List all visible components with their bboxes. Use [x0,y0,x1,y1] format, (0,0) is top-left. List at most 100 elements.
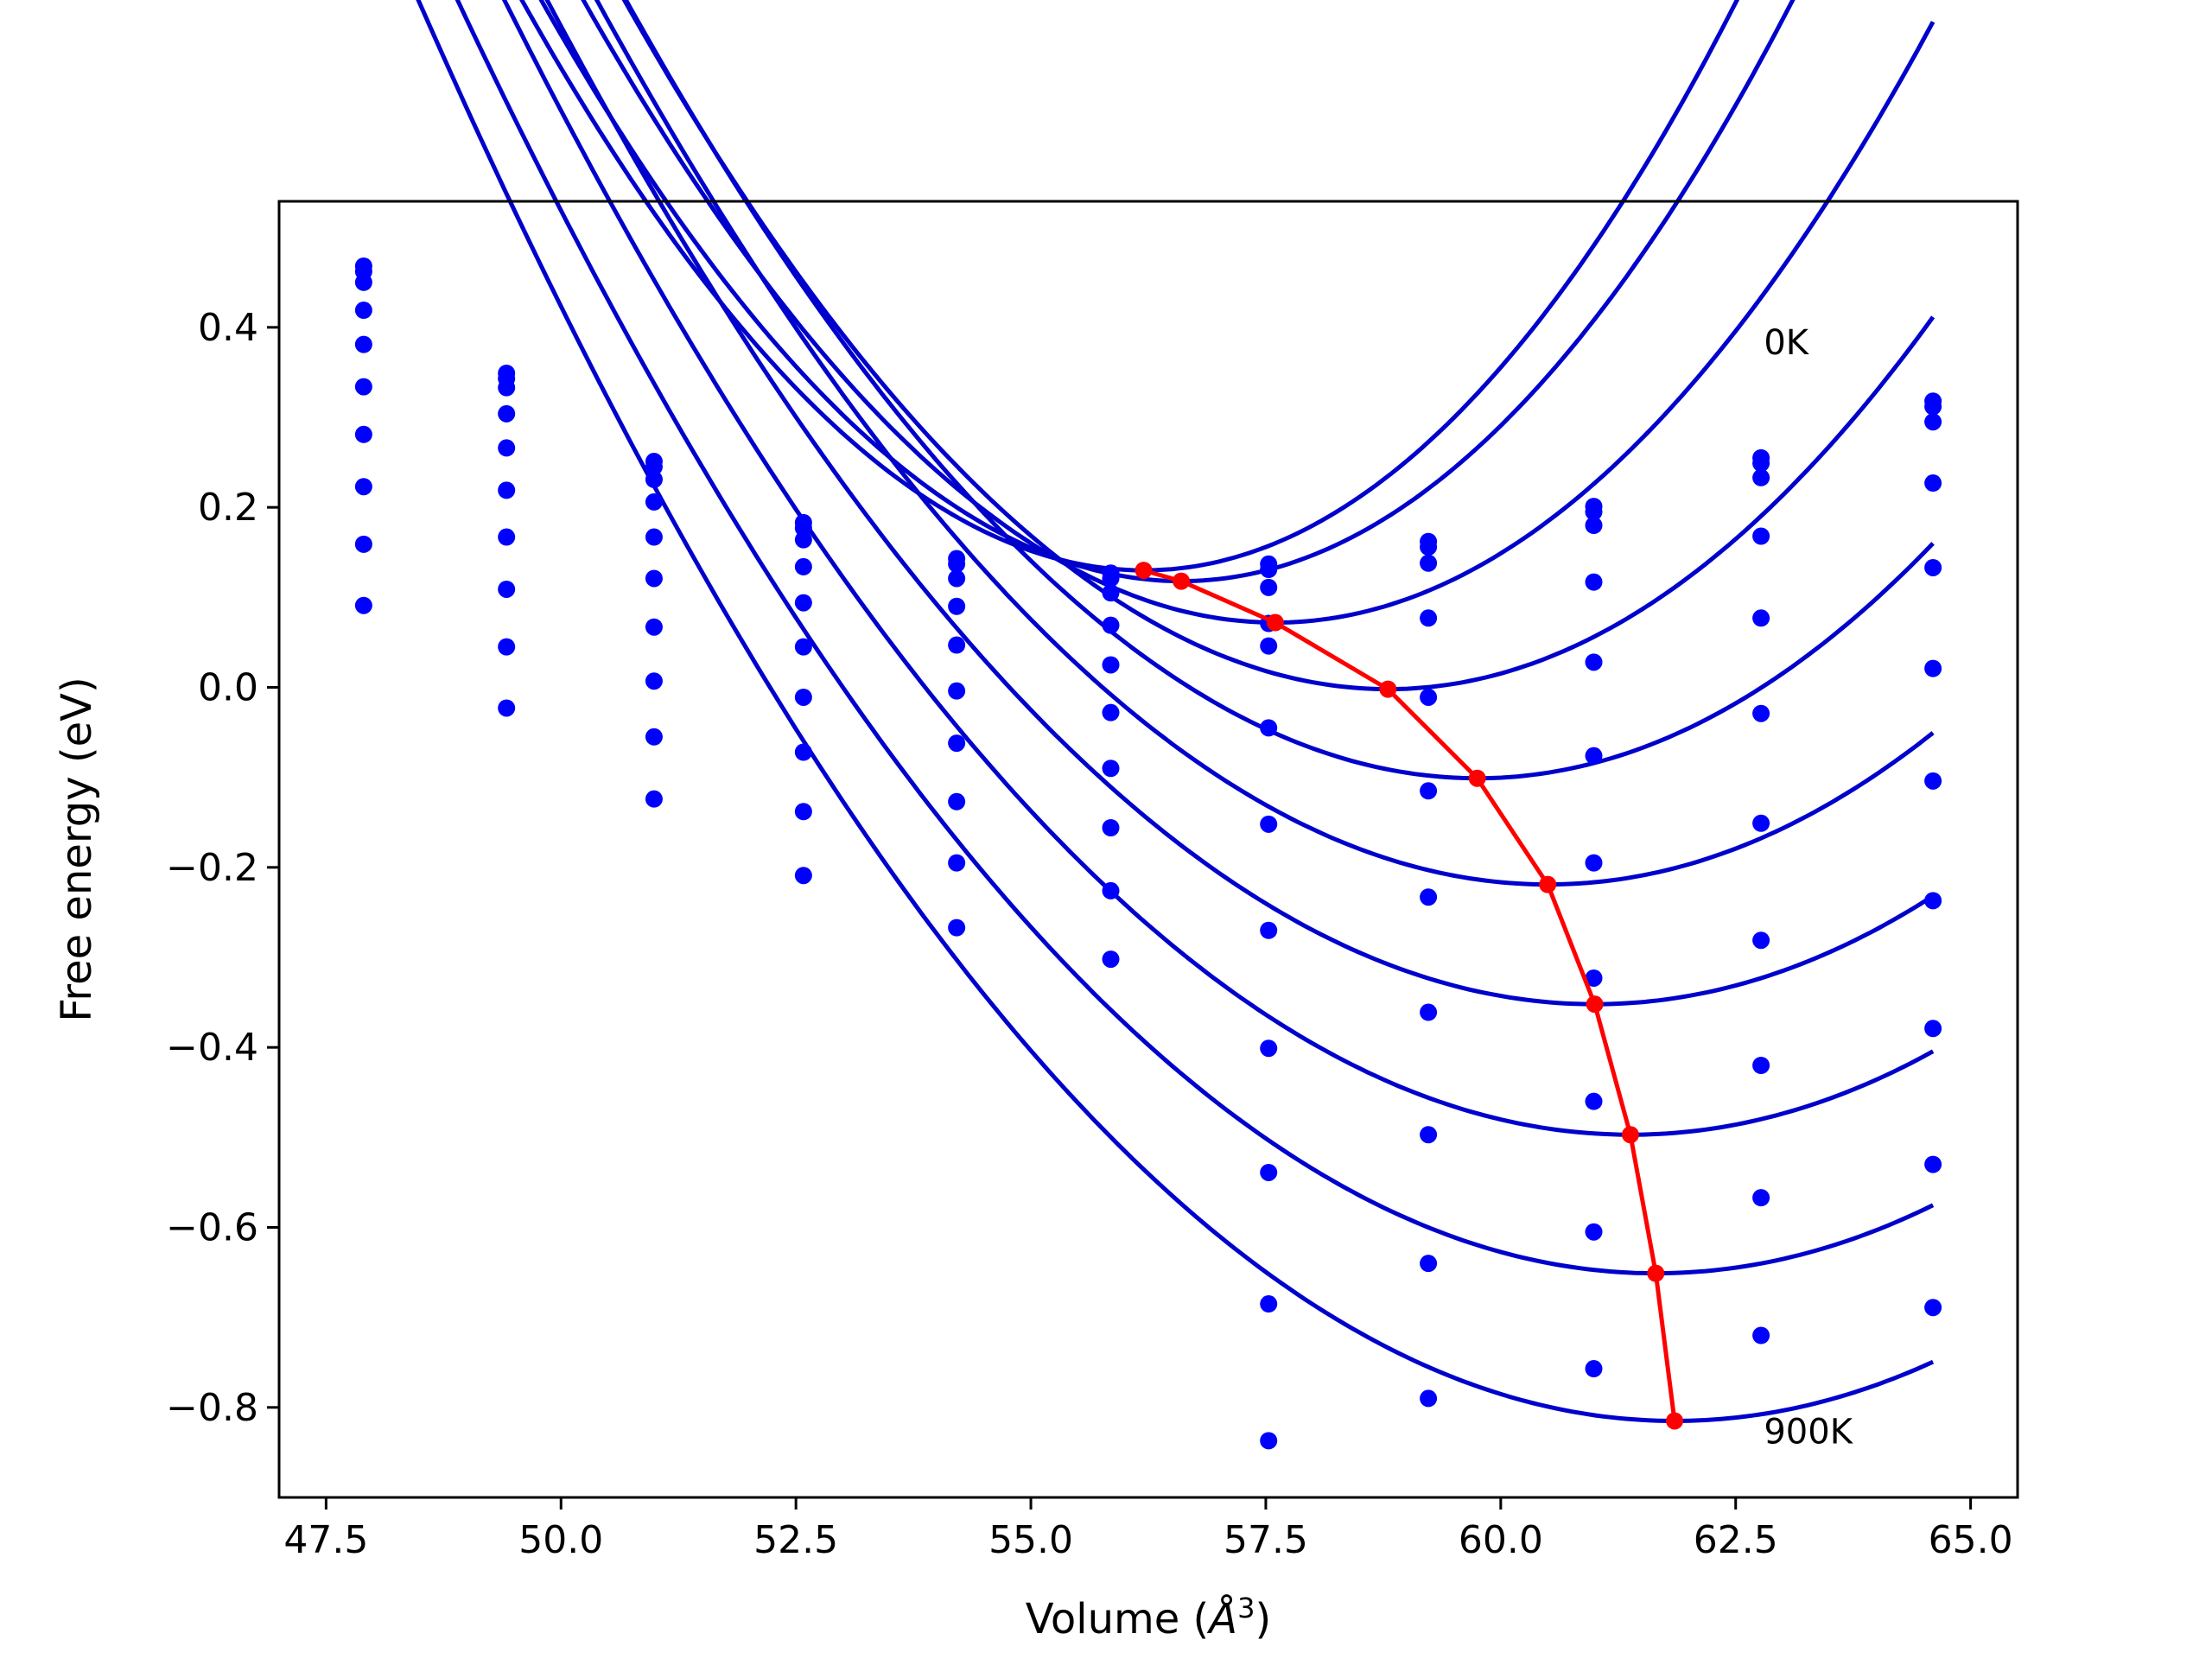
fit-curve [623,0,1935,781]
data-point [1924,558,1942,576]
y-tick-label: 0.2 [198,486,258,530]
minimum-point [1135,562,1153,580]
x-tick-label: 65.0 [1929,1518,2013,1562]
data-point [1585,854,1603,872]
data-point [498,439,516,457]
x-tick-label: 55.0 [988,1518,1073,1562]
data-point [1260,921,1278,939]
data-point [948,569,966,588]
data-point [1752,931,1770,950]
data-point [1924,892,1942,910]
data-point [1924,397,1942,416]
y-axis: −0.8 −0.6 −0.4 −0.2 0.0 0.2 0.4 [166,306,279,1430]
data-point [948,682,966,700]
data-point [794,557,812,575]
data-point [645,569,663,588]
y-tick-label: −0.4 [166,1026,258,1070]
data-point [1752,454,1770,473]
y-tick-label: −0.2 [166,846,258,890]
data-point [1102,656,1120,674]
fit-curve [544,0,1935,1007]
data-point [1420,782,1438,800]
data-point [498,528,516,546]
data-point [1752,1057,1770,1074]
data-point [794,867,812,885]
data-point [1260,719,1278,737]
x-tick-label: 52.5 [753,1518,838,1562]
minimum-point [1468,769,1486,787]
x-axis-label: Volume (Å3) [1026,1592,1271,1643]
y-tick-label: 0.0 [198,666,258,710]
data-point [1420,1126,1438,1144]
data-point [354,273,372,291]
data-point [1585,503,1603,521]
data-point [1102,950,1120,969]
data-point [1585,1223,1603,1241]
axes-frame [277,200,2019,1499]
data-point [354,596,372,614]
data-point [1924,1299,1942,1317]
temperature-annotation: 0K [1764,323,1809,363]
fit-curve [501,0,1935,1137]
data-point [1102,703,1120,721]
minimum-point [1379,680,1397,698]
data-point [1752,609,1770,627]
data-point [948,597,966,615]
data-point [1260,815,1278,833]
data-point [1924,413,1942,431]
data-point [645,672,663,690]
data-point [1260,1432,1278,1450]
x-tick-label: 60.0 [1459,1518,1543,1562]
data-point [354,478,372,496]
minimum-point [1621,1126,1639,1144]
data-point [1585,653,1603,671]
data-point [1752,704,1770,722]
temperature-annotation: 900K [1764,1413,1853,1452]
data-point [794,531,812,549]
data-point [645,618,663,636]
data-point [948,792,966,810]
data-point [1585,517,1603,534]
data-point [1102,760,1120,778]
data-point [1420,688,1438,706]
data-point [1420,1003,1438,1021]
plot-area [354,0,1942,1450]
data-point [1102,616,1120,634]
data-point [1260,1295,1278,1313]
data-point [1585,747,1603,765]
data-point [794,594,812,612]
minima-line [1142,568,1677,1421]
y-axis-label: Free energy (eV) [53,677,101,1021]
minimum-point [1266,613,1284,632]
data-point [948,734,966,753]
data-point [1420,609,1438,627]
data-point [1102,881,1120,899]
data-point [1924,772,1942,790]
x-tick-label: 57.5 [1224,1518,1308,1562]
x-tick-label: 62.5 [1694,1518,1778,1562]
data-point [794,688,812,706]
data-point [1102,584,1120,602]
data-point [1420,888,1438,906]
data-point [354,378,372,396]
data-point [1924,1020,1942,1038]
x-tick-label: 47.5 [283,1518,368,1562]
data-point [645,458,663,476]
data-point [948,918,966,937]
data-point [354,335,372,353]
data-point [948,854,966,872]
data-point [948,636,966,654]
data-point [1420,554,1438,572]
data-point [1752,527,1770,545]
data-point [645,493,663,511]
minimum-point [1666,1412,1684,1430]
minimum-point [1173,572,1191,590]
annotations: 0K 900K [1764,323,1853,1452]
y-tick-label: 0.4 [198,306,258,350]
data-point [354,302,372,320]
data-point [498,404,516,423]
y-tick-label: −0.6 [166,1206,258,1250]
data-point [498,699,516,717]
data-point [1585,969,1603,987]
